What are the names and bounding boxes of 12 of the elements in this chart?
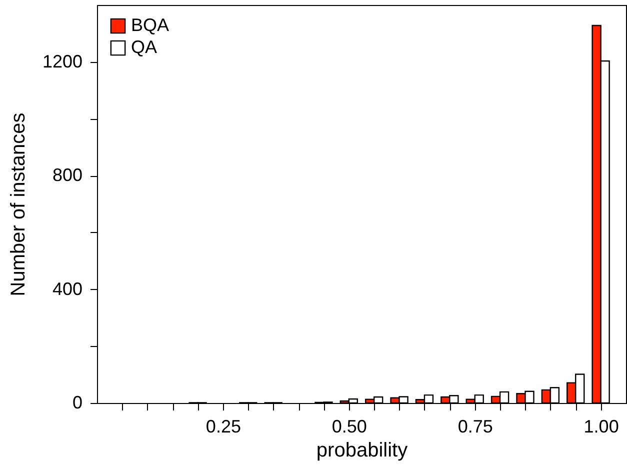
x-tick-label: 1.00 [584, 416, 619, 436]
x-tick-label: 0.25 [206, 416, 241, 436]
x-axis-title: probability [316, 440, 408, 462]
legend-label: BQA [131, 15, 170, 35]
y-tick-label: 400 [52, 278, 82, 299]
legend-label: QA [131, 37, 158, 57]
x-tick-label: 0.75 [458, 416, 493, 436]
y-axis-title: Number of instances [7, 112, 30, 296]
y-tick-label: 0 [72, 392, 82, 412]
y-tick-label: 800 [52, 165, 82, 186]
x-tick-label: 0.50 [332, 416, 367, 436]
y-tick-label: 1200 [42, 51, 82, 72]
